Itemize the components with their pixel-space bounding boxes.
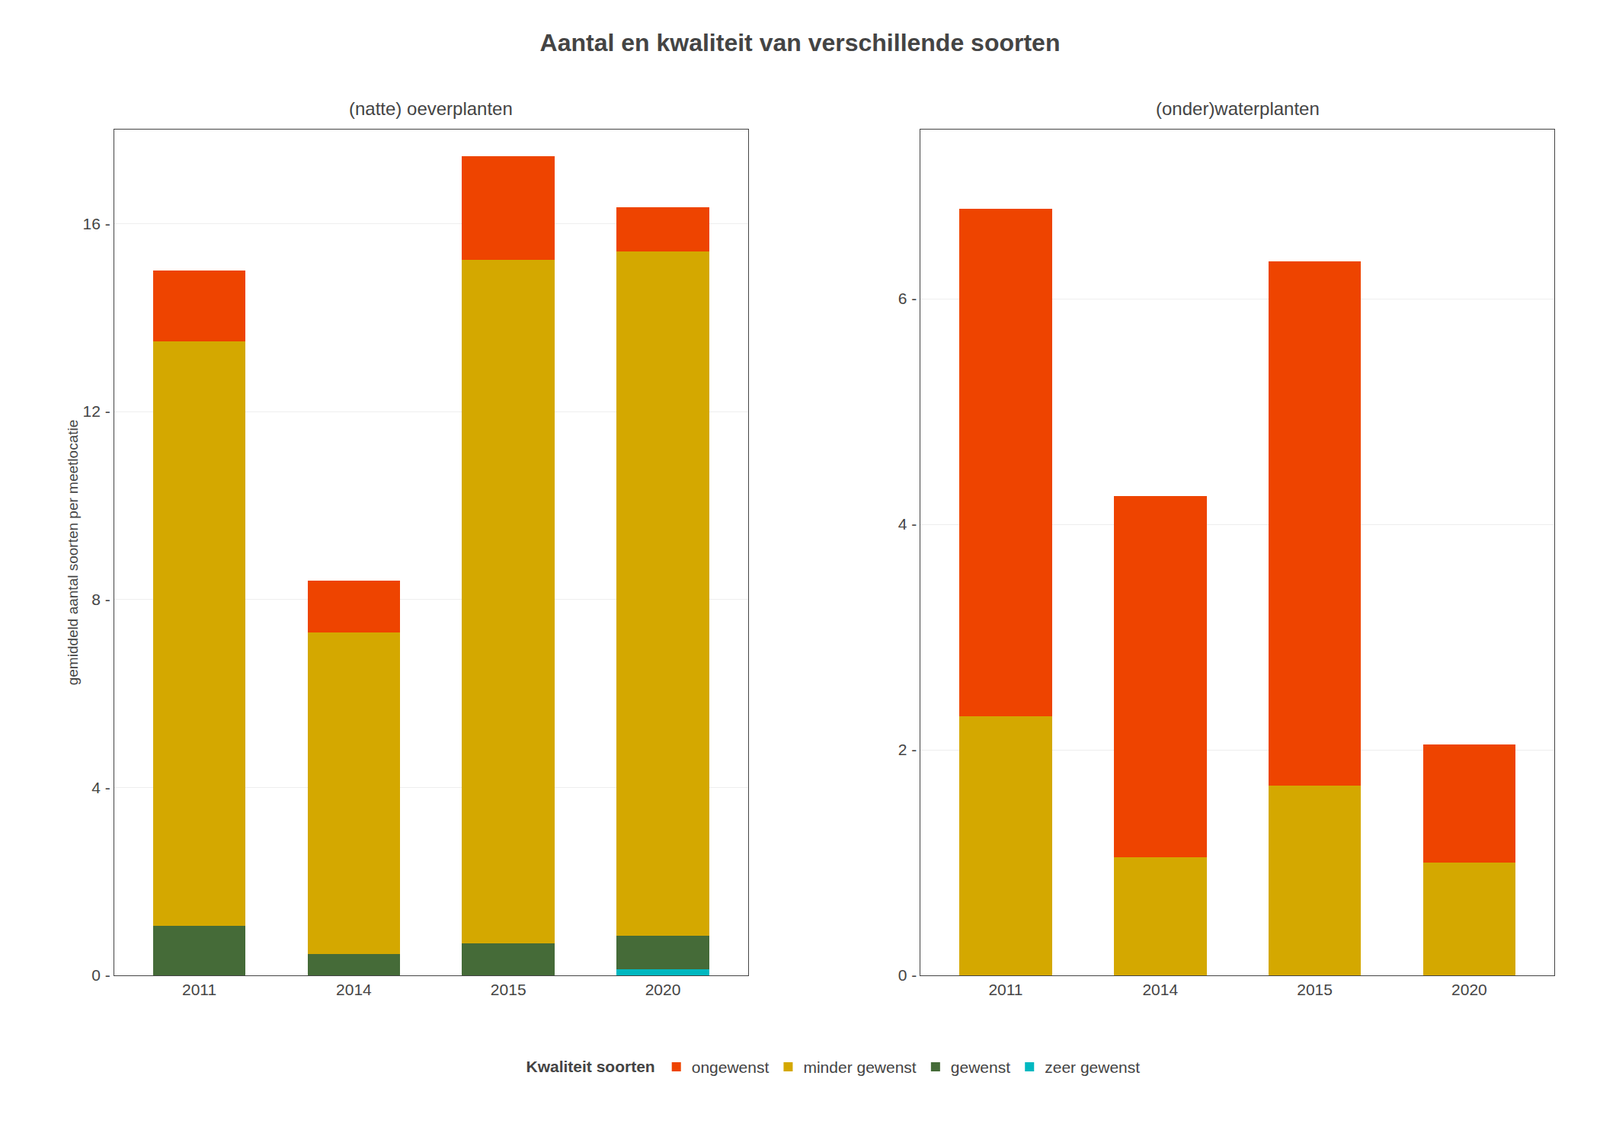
svg-text:4 -: 4 - bbox=[898, 515, 918, 533]
svg-text:8 -: 8 - bbox=[91, 590, 111, 608]
svg-text:Kwaliteit soorten: Kwaliteit soorten bbox=[526, 1057, 656, 1076]
svg-text:Aantal en kwaliteit van versch: Aantal en kwaliteit van verschillende so… bbox=[540, 28, 1061, 57]
svg-text:0 -: 0 - bbox=[91, 966, 111, 984]
svg-text:2014: 2014 bbox=[336, 980, 372, 999]
svg-text:gemiddeld aantal soorten per m: gemiddeld aantal soorten per meetlocatie bbox=[64, 419, 81, 686]
svg-text:zeer gewenst: zeer gewenst bbox=[1044, 1058, 1140, 1076]
svg-text:2 -: 2 - bbox=[898, 740, 918, 759]
svg-text:gewenst: gewenst bbox=[950, 1058, 1011, 1076]
svg-text:2011: 2011 bbox=[988, 980, 1023, 999]
svg-text:6 -: 6 - bbox=[898, 289, 918, 308]
svg-text:ongewenst: ongewenst bbox=[691, 1058, 770, 1076]
svg-text:2014: 2014 bbox=[1142, 980, 1178, 999]
svg-text:4 -: 4 - bbox=[91, 778, 111, 797]
svg-text:0 -: 0 - bbox=[898, 966, 918, 984]
svg-text:2011: 2011 bbox=[182, 980, 217, 999]
svg-text:2015: 2015 bbox=[1296, 980, 1333, 999]
svg-text:2020: 2020 bbox=[1451, 980, 1488, 999]
svg-text:2015: 2015 bbox=[490, 980, 527, 999]
svg-text:16 -: 16 - bbox=[83, 214, 111, 233]
svg-text:minder gewenst: minder gewenst bbox=[803, 1058, 916, 1076]
svg-text:(onder)waterplanten: (onder)waterplanten bbox=[1155, 98, 1320, 119]
svg-text:2020: 2020 bbox=[645, 980, 682, 999]
svg-text:(natte) oeverplanten: (natte) oeverplanten bbox=[348, 98, 513, 119]
svg-text:12 -: 12 - bbox=[83, 402, 111, 420]
